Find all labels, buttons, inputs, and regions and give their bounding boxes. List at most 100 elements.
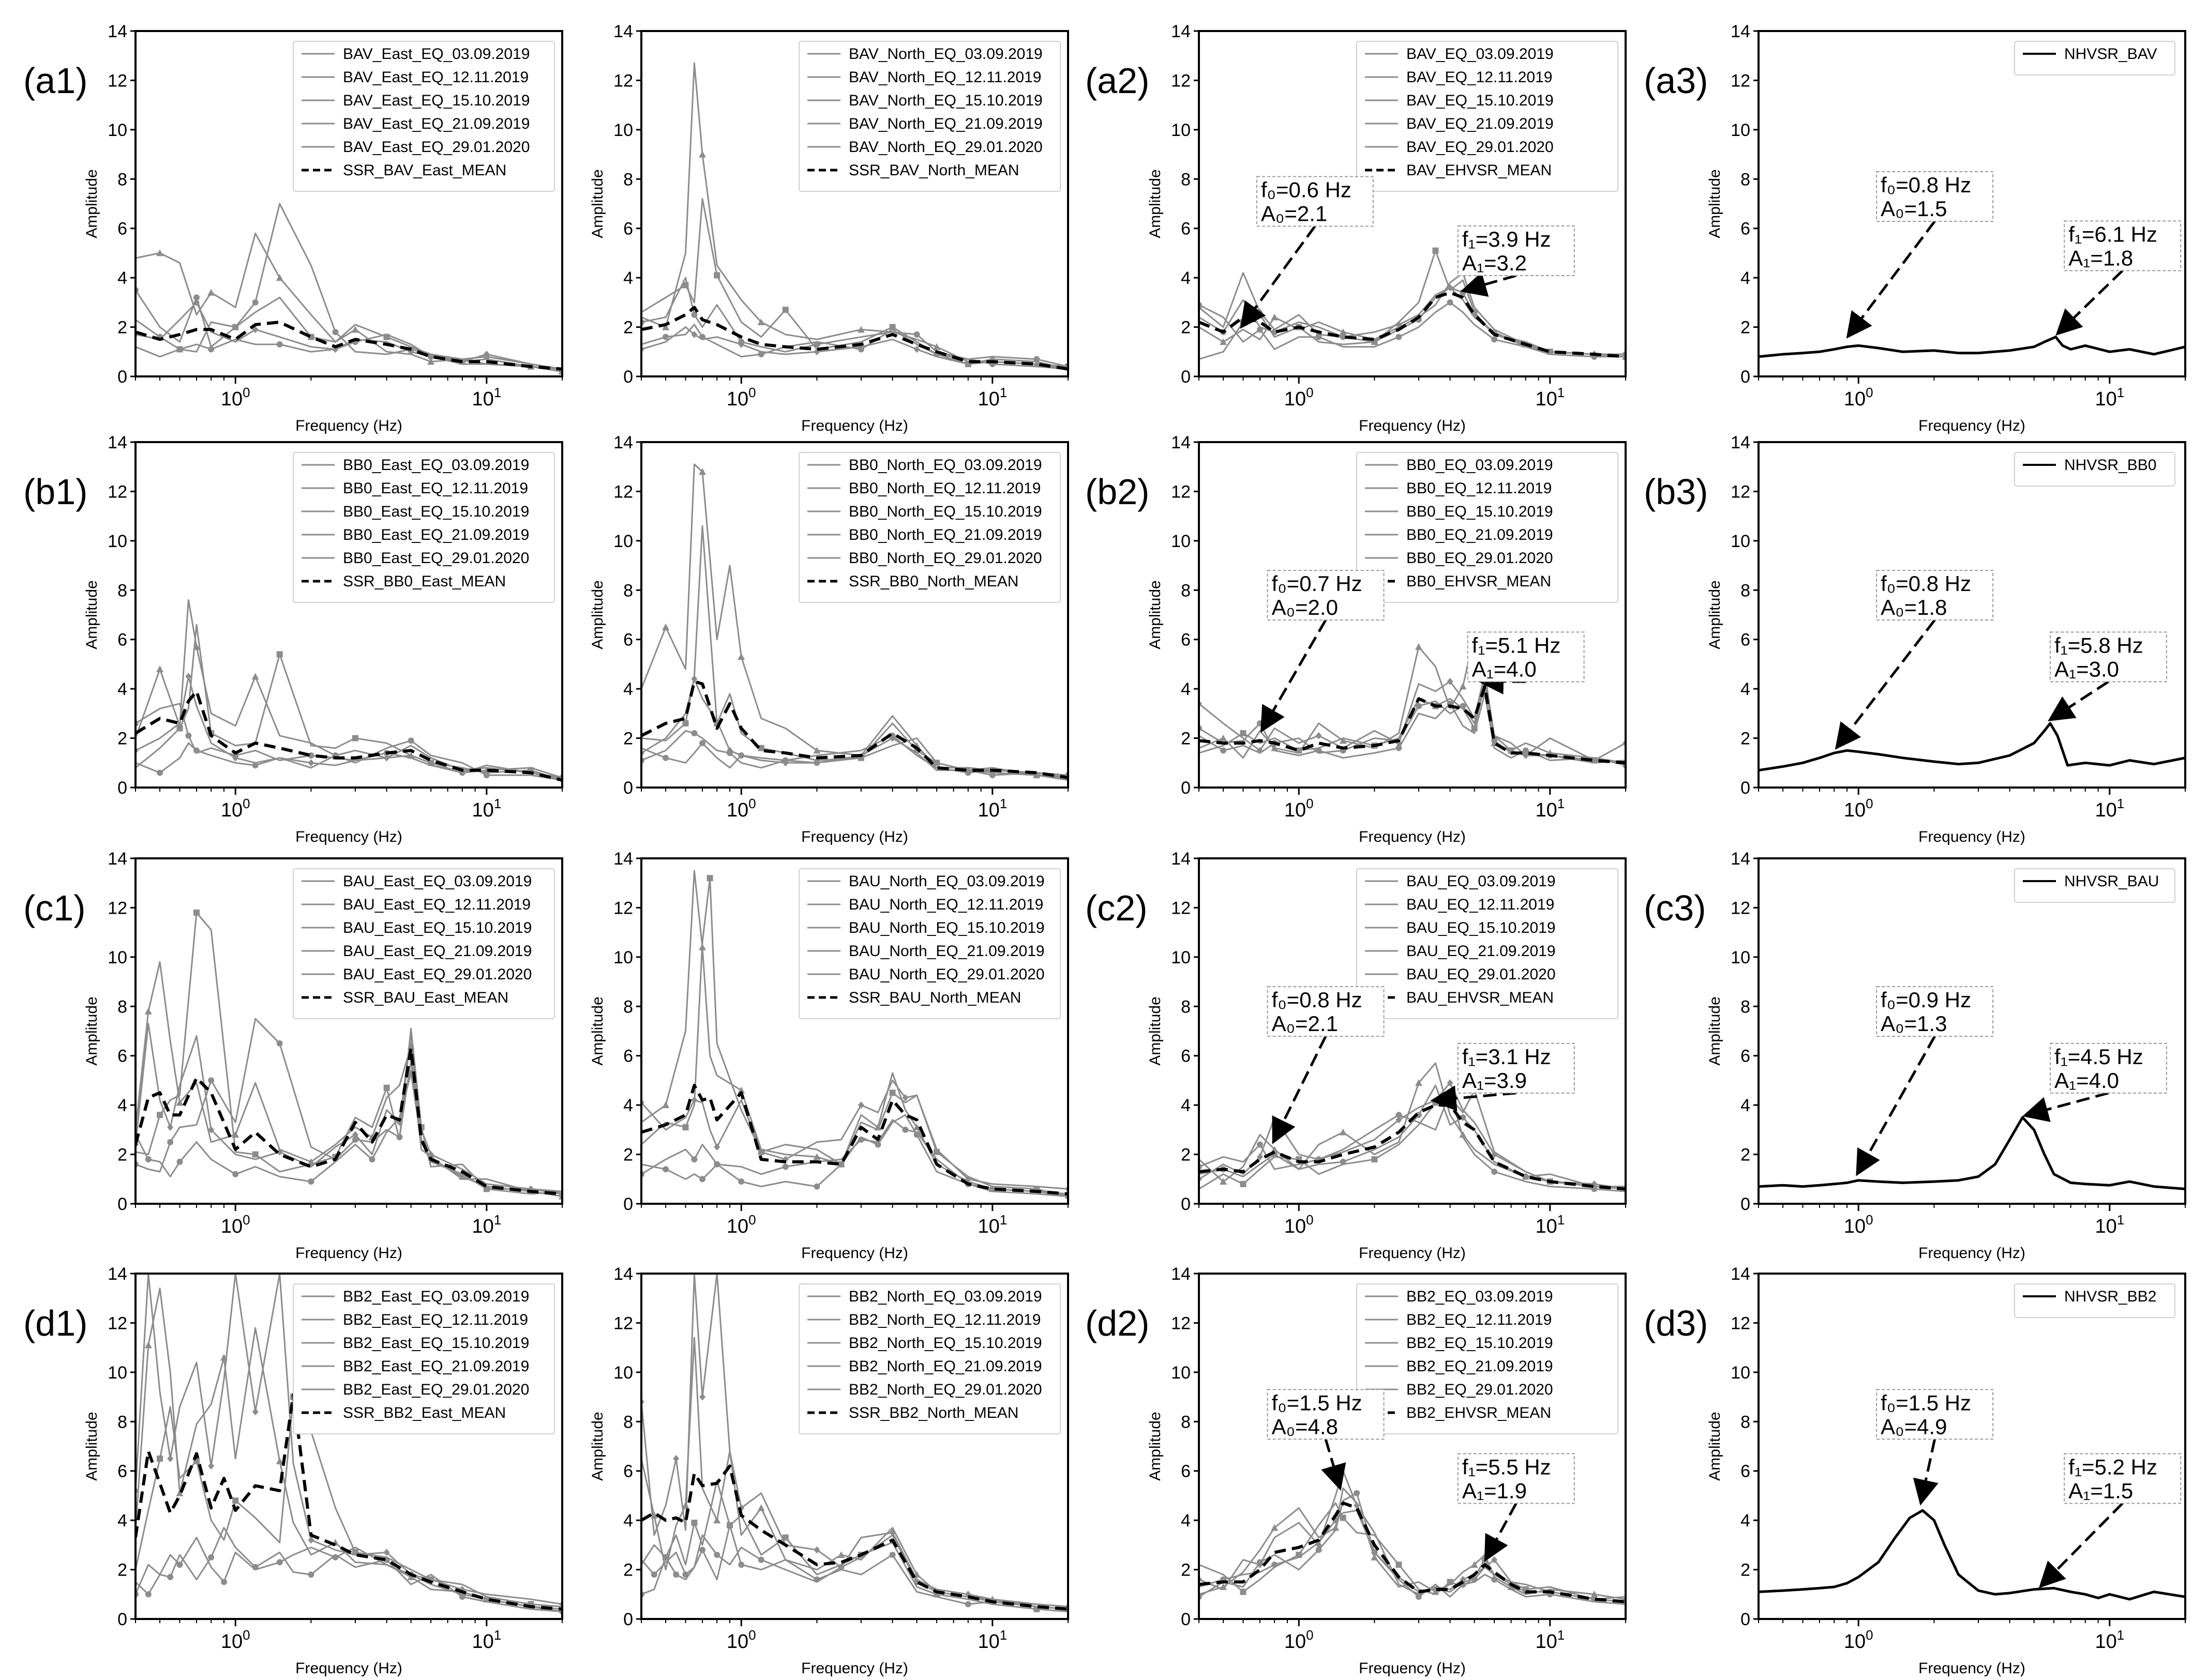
chart-panel-c1n: 0 2 4 6 8 10 12 14 100 101 Frequency (Hz) Amplitude… <box>589 849 1069 1262</box>
chart-panel-a1: (a1) 0 2 4 6 8 10 12 14 100 101 Frequency (Hz) Ampli… <box>23 22 563 434</box>
data-point-d1-3-6 <box>208 1554 215 1561</box>
legend-b3: NHVSR_BB0 <box>2014 452 2175 487</box>
y-tick-label-d3-5: 10 <box>1731 1363 1750 1383</box>
legend-entry-d2-1: BB2_EQ_12.11.2019 <box>1406 1311 1552 1328</box>
series-line-b2-1 <box>1199 633 1626 764</box>
y-tick-label-c2-4: 8 <box>1181 997 1191 1017</box>
panel-label-c3: (c3) <box>1644 888 1706 928</box>
legend-entry-d2-0: BB2_EQ_03.09.2019 <box>1406 1288 1553 1305</box>
plot-area-d1 <box>136 1274 562 1615</box>
data-point-d1n-4-13 <box>838 1564 845 1570</box>
annotation-box-b3-1 <box>2049 631 2167 683</box>
data-point-a1-3-3 <box>193 294 200 301</box>
annotation-text-d3-1-0: f₁=5.2 Hz <box>2068 1455 2157 1479</box>
data-point-a1n-2-11 <box>889 324 896 330</box>
data-point-d1n-3-3 <box>673 1571 680 1578</box>
y-tick-label-a1n-6: 12 <box>613 71 633 90</box>
y-tick-label-a3-1: 2 <box>1740 318 1750 338</box>
y-tick-label-c1n-5: 10 <box>613 948 633 967</box>
legend-box-b2 <box>1356 452 1618 603</box>
plot-area-d2 <box>1199 1470 1626 1605</box>
data-point-c2-0-9 <box>1395 1116 1402 1124</box>
y-tick-label-a3-0: 0 <box>1740 367 1750 387</box>
data-point-b2-4-16 <box>1491 737 1498 744</box>
y-tick-label-c1n-7: 14 <box>613 849 633 869</box>
y-axis-label-a1: Amplitude <box>83 169 100 238</box>
data-point-d1-1-1 <box>144 1341 152 1349</box>
data-point-b1-1-1 <box>156 665 164 672</box>
panel-label-b3: (b3) <box>1644 472 1708 512</box>
legend-entry-b2-1: BB0_EQ_12.11.2019 <box>1406 480 1552 497</box>
y-tick-label-a1n-1: 2 <box>623 318 633 338</box>
data-point-d2-1-1 <box>1220 1583 1227 1590</box>
annotation-arrow-c2-1 <box>1430 1085 1516 1111</box>
panel-label-d3: (d3) <box>1644 1303 1708 1343</box>
y-tick-label-a3-5: 10 <box>1731 120 1750 140</box>
y-tick-label-c1-7: 14 <box>108 849 127 869</box>
x-axis-label-c3: Frequency (Hz) <box>1918 1245 2025 1262</box>
data-point-a2-3-6 <box>1315 334 1322 340</box>
data-point-a1n-1-10 <box>857 326 865 333</box>
data-point-c2-4-10 <box>1415 1112 1422 1118</box>
data-point-d1n-2-11 <box>782 1534 789 1541</box>
legend-entry-c1n-4: BAU_North_EQ_29.01.2020 <box>849 966 1045 983</box>
y-tick-label-d3-1: 2 <box>1740 1561 1750 1580</box>
data-point-b1-2-2 <box>176 725 183 732</box>
y-tick-label-a1n-2: 4 <box>623 268 633 288</box>
data-point-b2-4-13 <box>1460 703 1466 709</box>
axes-frame-a3 <box>1758 30 2186 377</box>
data-point-c1n-4-19 <box>989 1186 996 1192</box>
annotation-text-d2-0-0: f₀=1.5 Hz <box>1272 1390 1362 1415</box>
data-point-d1n-1-10 <box>757 1504 765 1511</box>
axes-frame-d2 <box>1198 1273 1627 1620</box>
data-point-c2-1-10 <box>1415 1079 1422 1086</box>
chart-panel-d1n: 0 2 4 6 8 10 12 14 100 101 Frequency (Hz) Amplitude… <box>589 1264 1069 1677</box>
plot-area-a1 <box>136 203 562 375</box>
y-tick-label-d1n-4: 8 <box>623 1412 633 1432</box>
data-point-d1-1-10 <box>276 1457 283 1464</box>
series-line-d1n-3 <box>641 1524 1068 1610</box>
axes-frame-c2 <box>1198 857 1627 1205</box>
data-point-c1-1-4 <box>176 1099 184 1106</box>
data-point-a2-2-11 <box>1432 247 1439 254</box>
data-point-a1-3-15 <box>483 353 490 360</box>
data-point-a1n-4-10 <box>858 346 864 353</box>
y-tick-label-d1-5: 10 <box>108 1363 127 1383</box>
legend-entry-d1-5: SSR_BB2_East_MEAN <box>343 1404 506 1421</box>
data-point-d2-3-18 <box>1491 1576 1498 1583</box>
legend-entry-a2-2: BAV_EQ_15.10.2019 <box>1406 92 1554 109</box>
data-point-c2-1-7 <box>1339 1128 1347 1136</box>
y-tick-label-b1n-7: 14 <box>613 433 633 452</box>
legend-entry-d1n-1: BB2_North_EQ_12.11.2019 <box>849 1311 1041 1328</box>
y-tick-label-b1n-4: 8 <box>623 581 633 600</box>
y-tick-label-b3-3: 6 <box>1740 630 1750 650</box>
series-line-b1n-4 <box>641 722 1068 779</box>
data-point-d1-0-6 <box>208 1462 215 1470</box>
x-axis-label-d1n: Frequency (Hz) <box>801 1660 908 1677</box>
legend-b1: BB0_East_EQ_03.09.2019 BB0_East_EQ_12.11.… <box>293 452 555 603</box>
data-point-a1n-3-6 <box>738 339 745 345</box>
legend-entry-b2-5: BB0_EHVSR_MEAN <box>1406 573 1551 590</box>
data-point-c1n-3-15 <box>902 1126 909 1133</box>
legend-entry-b1n-2: BB0_North_EQ_15.10.2019 <box>849 503 1042 520</box>
data-point-d1-2-14 <box>352 1549 358 1556</box>
data-point-d1-3-3 <box>167 1573 174 1580</box>
legend-entry-b1n-3: BB0_North_EQ_21.09.2019 <box>849 526 1042 543</box>
series-line-c1-4 <box>136 1072 562 1195</box>
y-tick-label-c3-2: 4 <box>1740 1096 1750 1115</box>
y-tick-label-c1n-6: 12 <box>613 898 633 918</box>
x-tick-label-a2-1: 101 <box>1535 385 1565 410</box>
annotation-arrow-b3-1 <box>2048 680 2109 721</box>
series-line-b1-0 <box>136 675 562 781</box>
data-point-b1n-3-3 <box>691 730 698 737</box>
annotation-box-d2-1 <box>1457 1453 1575 1504</box>
y-tick-label-b1n-5: 10 <box>613 532 633 551</box>
data-point-d1-4-7 <box>221 1579 228 1585</box>
data-point-b2-4-1 <box>1220 747 1227 754</box>
legend-entry-a1n-4: BAV_North_EQ_29.01.2020 <box>849 139 1043 156</box>
y-tick-label-b2-4: 8 <box>1181 581 1191 600</box>
data-point-c1n-1-10 <box>813 1153 821 1160</box>
y-axis-label-c1: Amplitude <box>83 996 100 1065</box>
y-tick-label-b1-6: 12 <box>108 482 127 502</box>
